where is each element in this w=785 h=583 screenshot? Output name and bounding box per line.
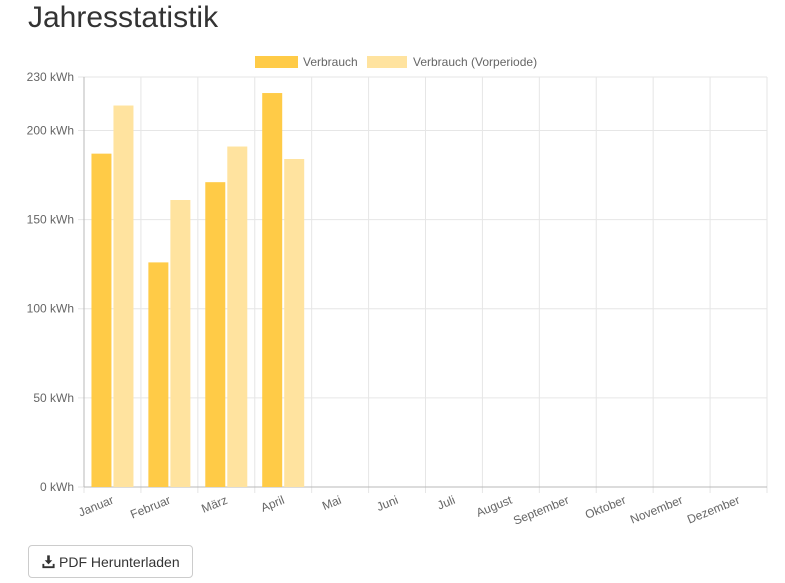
legend-label[interactable]: Verbrauch	[303, 55, 358, 69]
x-tick-label: Januar	[76, 493, 115, 520]
pdf-button-label: PDF Herunterladen	[59, 553, 180, 570]
y-tick-label: 50 kWh	[33, 391, 74, 405]
x-tick-label: Juli	[435, 493, 457, 513]
x-tick-label: Februar	[128, 493, 172, 522]
x-tick-label: April	[259, 493, 287, 515]
chart-grid	[78, 76, 768, 493]
y-tick-label: 100 kWh	[27, 302, 74, 316]
chart-bar[interactable]	[262, 93, 283, 487]
x-tick-label: November	[628, 493, 685, 527]
chart-bar[interactable]	[113, 105, 134, 488]
chart-bar[interactable]	[227, 146, 248, 488]
x-tick-label: Juni	[375, 493, 401, 514]
chart-bars	[91, 93, 305, 488]
chart-bar[interactable]	[284, 159, 305, 487]
y-axis: 0 kWh 50 kWh 100 kWh 150 kWh 200 kWh 230 kWh	[27, 70, 74, 494]
x-tick-label: Dezember	[685, 493, 742, 527]
chart-bar[interactable]	[148, 262, 169, 487]
page-title: Jahresstatistik	[28, 1, 219, 34]
y-tick-label: 200 kWh	[27, 123, 74, 137]
x-tick-label: September	[511, 493, 571, 528]
legend-swatch[interactable]	[367, 56, 407, 68]
x-tick-label: Oktober	[583, 493, 628, 522]
legend-swatch[interactable]	[255, 56, 298, 68]
pdf-download-button[interactable]: PDF Herunterladen	[28, 545, 193, 578]
chart-bar[interactable]	[205, 182, 226, 487]
annual-consumption-chart: Verbrauch Verbrauch (Vorperiode) 0 kWh 50 …	[27, 55, 768, 528]
chart-bar[interactable]	[170, 200, 191, 487]
download-icon	[42, 555, 55, 569]
x-axis: Januar Februar März April Mai Juni Juli AugustS…	[76, 493, 741, 528]
x-tick-label: Mai	[320, 493, 343, 513]
y-tick-label: 230 kWh	[27, 70, 74, 84]
chart-legend: Verbrauch Verbrauch (Vorperiode)	[255, 55, 537, 69]
chart-bar[interactable]	[91, 153, 112, 488]
x-tick-label: März	[199, 493, 229, 516]
y-tick-label: 0 kWh	[40, 480, 74, 494]
y-tick-label: 150 kWh	[27, 213, 74, 227]
x-tick-label: August	[474, 493, 515, 520]
legend-label[interactable]: Verbrauch (Vorperiode)	[413, 55, 537, 69]
